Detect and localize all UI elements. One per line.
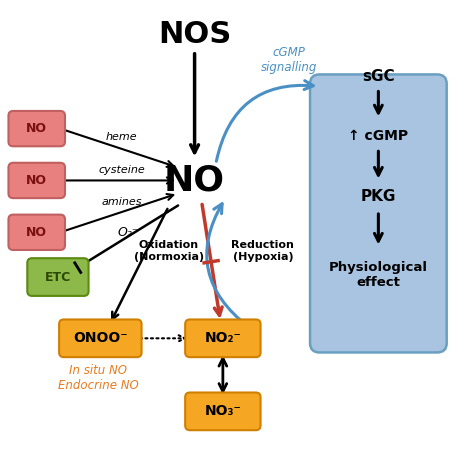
- FancyBboxPatch shape: [310, 74, 447, 353]
- Text: NO: NO: [164, 164, 225, 198]
- Text: NO: NO: [26, 174, 47, 187]
- FancyBboxPatch shape: [59, 319, 142, 357]
- FancyBboxPatch shape: [9, 163, 65, 198]
- FancyBboxPatch shape: [9, 215, 65, 250]
- Text: NO: NO: [26, 122, 47, 135]
- Text: ETC: ETC: [45, 271, 71, 283]
- FancyBboxPatch shape: [185, 392, 261, 430]
- Text: ONOO⁻: ONOO⁻: [73, 331, 128, 346]
- Text: ↑ cGMP: ↑ cGMP: [348, 128, 409, 143]
- Text: O₂⁻: O₂⁻: [118, 226, 139, 239]
- FancyBboxPatch shape: [9, 111, 65, 146]
- Text: sGC: sGC: [362, 69, 395, 84]
- Text: NO₂⁻: NO₂⁻: [204, 331, 241, 346]
- FancyBboxPatch shape: [185, 319, 261, 357]
- FancyBboxPatch shape: [27, 258, 89, 296]
- Text: NOS: NOS: [158, 20, 231, 49]
- Text: In situ NO
Endocrine NO: In situ NO Endocrine NO: [58, 365, 138, 392]
- Text: amines: amines: [101, 197, 142, 207]
- Text: NO: NO: [26, 226, 47, 239]
- Text: cysteine: cysteine: [98, 165, 145, 175]
- Text: Physiological
effect: Physiological effect: [329, 261, 428, 289]
- Text: PKG: PKG: [361, 190, 396, 204]
- Text: Oxidation
(Normoxia): Oxidation (Normoxia): [134, 240, 204, 262]
- Text: Reduction
(Hypoxia): Reduction (Hypoxia): [231, 240, 294, 262]
- Text: cGMP
signalling: cGMP signalling: [261, 46, 317, 74]
- Text: heme: heme: [106, 132, 137, 142]
- Text: NO₃⁻: NO₃⁻: [204, 404, 241, 419]
